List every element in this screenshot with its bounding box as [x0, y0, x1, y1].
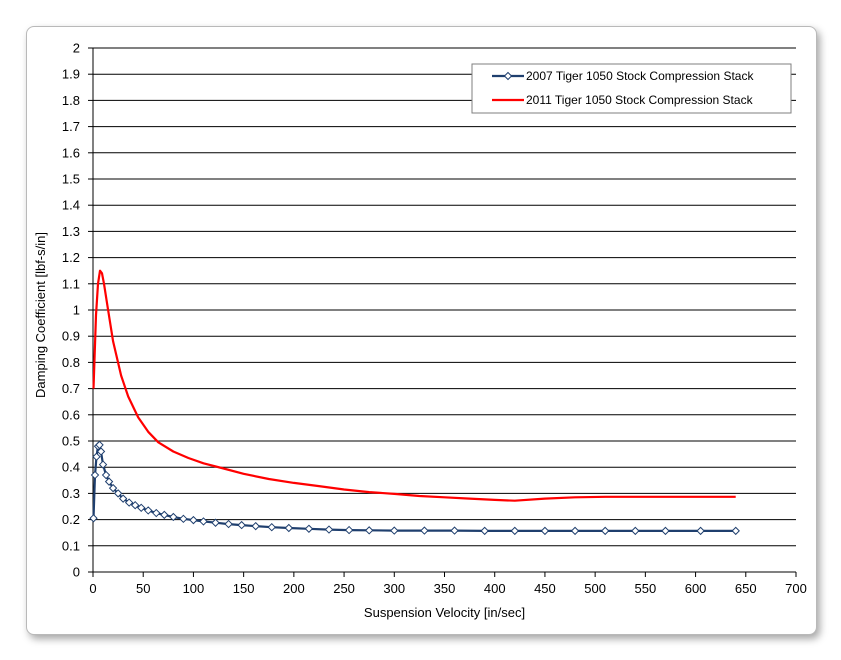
x-tick-labels: 0 50 100 150 200 250 300 350 400 450 500 550 600 650 7…: [89, 572, 807, 596]
data-point: [96, 447, 106, 456]
data-point: [510, 526, 520, 536]
legend: 2007 Tiger 1050 Stock Compression Stack …: [471, 63, 792, 114]
data-point: [696, 526, 705, 536]
x-tick-label: 400: [484, 581, 506, 596]
data-point: [160, 510, 169, 520]
data-point: [570, 526, 580, 536]
data-point: [118, 494, 128, 503]
data-point: [540, 526, 550, 536]
x-axis-title: Suspension Velocity [in/sec]: [364, 605, 525, 620]
y-tick-label: 1.6: [62, 145, 80, 160]
data-point: [344, 525, 354, 535]
data-point: [144, 506, 153, 515]
data-point: [304, 524, 314, 533]
y-tick-label: 0: [73, 565, 80, 580]
y-tick-label: 1.9: [62, 67, 80, 82]
x-tick-label: 250: [333, 581, 355, 596]
data-point: [179, 514, 188, 524]
y-tick-label: 1.2: [62, 250, 80, 265]
data-point: [189, 515, 198, 525]
x-tick-label: 500: [584, 581, 606, 596]
x-tick-label: 450: [534, 581, 556, 596]
y-tick-label: 0.9: [62, 329, 80, 344]
data-point: [199, 517, 208, 526]
x-tick-label: 350: [434, 581, 456, 596]
data-point: [600, 526, 610, 536]
y-tick-label: 0.8: [62, 355, 80, 370]
line-chart: 0 0.1 0.2 0.3 0.4 0.5 0.6 0.7 0.8 0.9 1 1.1 1.2 1.3 1.…: [33, 41, 807, 621]
series-line-1: [92, 269, 736, 502]
data-point: [98, 460, 108, 469]
data-point: [450, 526, 459, 535]
data-point: [95, 440, 104, 450]
y-tick-label: 0.6: [62, 407, 80, 422]
chart-frame: 0 0.1 0.2 0.3 0.4 0.5 0.6 0.7 0.8 0.9 1 1.1 1.2 1.3 1.…: [26, 26, 817, 635]
data-point: [251, 521, 260, 531]
data-point: [90, 470, 100, 480]
data-point: [211, 518, 220, 527]
data-point: [267, 522, 276, 532]
data-point: [661, 526, 670, 536]
data-point: [108, 483, 118, 493]
y-tick-label: 0.5: [62, 434, 80, 449]
x-tick-label: 550: [635, 581, 657, 596]
x-tick-label: 150: [233, 581, 255, 596]
y-tick-label: 2: [73, 41, 80, 56]
y-tick-label: 0.7: [62, 381, 80, 396]
legend-item-2011: 2011 Tiger 1050 Stock Compression Stack: [492, 93, 754, 107]
legend-label-2007: 2007 Tiger 1050 Stock Compression Stack: [526, 69, 754, 83]
data-point: [152, 508, 161, 518]
y-tick-label: 0.4: [62, 460, 80, 475]
y-tick-label: 1.3: [62, 224, 80, 239]
gridlines: [88, 47, 796, 573]
legend-label-2011: 2011 Tiger 1050 Stock Compression Stack: [526, 93, 754, 107]
x-tick-label: 650: [735, 581, 757, 596]
data-point: [224, 519, 233, 529]
data-point: [113, 489, 123, 498]
legend-item-2007: 2007 Tiger 1050 Stock Compression Stack: [492, 69, 754, 83]
y-tick-label: 1.7: [62, 119, 80, 134]
y-tick-label: 1.5: [62, 172, 80, 187]
data-point: [420, 526, 429, 535]
data-point: [89, 514, 98, 523]
data-point: [480, 526, 489, 536]
data-point: [364, 526, 374, 535]
data-point: [631, 526, 640, 536]
data-point: [104, 477, 114, 486]
x-tick-label: 300: [383, 581, 405, 596]
y-tick-label: 0.3: [62, 486, 80, 501]
y-tick-label: 1: [73, 303, 80, 318]
x-tick-label: 100: [183, 581, 205, 596]
data-point: [136, 503, 146, 513]
data-point: [130, 500, 140, 510]
data-point: [390, 526, 399, 535]
data-point: [731, 526, 740, 536]
y-axis-title: Damping Coefficient [lbf-s/in]: [33, 232, 48, 398]
data-point: [169, 512, 178, 522]
x-tick-label: 700: [785, 581, 807, 596]
data-point: [237, 520, 246, 530]
legend-box: [471, 63, 792, 114]
series-group: [89, 269, 740, 536]
y-tick-label: 1.1: [62, 276, 80, 291]
y-tick-label: 1.8: [62, 93, 80, 108]
data-point: [101, 470, 111, 480]
legend-diamond-marker: [503, 71, 513, 81]
data-point: [124, 498, 134, 507]
data-point: [324, 525, 334, 534]
y-tick-labels: 0 0.1 0.2 0.3 0.4 0.5 0.6 0.7 0.8 0.9 1 1.1 1.2 1.3 1.…: [62, 41, 80, 580]
data-point: [92, 452, 101, 461]
x-tick-label: 200: [283, 581, 305, 596]
y-tick-label: 0.1: [62, 538, 80, 553]
x-tick-label: 600: [685, 581, 707, 596]
x-tick-label: 0: [89, 581, 96, 596]
x-tick-label: 50: [136, 581, 150, 596]
y-tick-label: 1.4: [62, 198, 80, 213]
data-point: [284, 523, 294, 533]
y-tick-label: 0.2: [62, 512, 80, 527]
